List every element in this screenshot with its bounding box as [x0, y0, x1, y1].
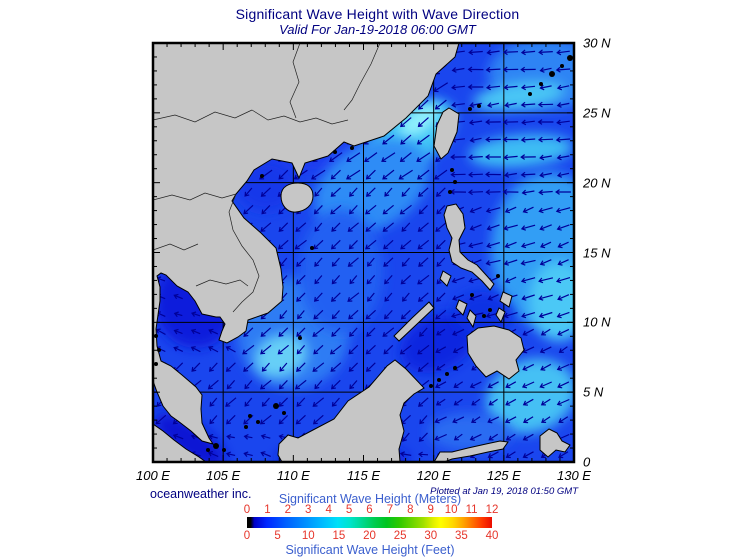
- meter-tick-3: 3: [305, 504, 312, 516]
- legend-feet-title: Significant Wave Height (Feet): [285, 543, 455, 557]
- feet-tick-35: 35: [454, 530, 468, 542]
- feet-tick-5: 5: [274, 530, 281, 542]
- meter-tick-0: 0: [243, 504, 251, 516]
- legend-colorbar: [247, 517, 492, 528]
- lon-label-1: 105 E: [206, 468, 241, 483]
- feet-tick-20: 20: [363, 530, 376, 542]
- lat-label-6: 0: [583, 454, 591, 470]
- credit-text: oceanweather inc.: [150, 487, 252, 501]
- legend-meters-title: Significant Wave Height (Meters): [278, 492, 462, 506]
- lon-label-0: 100 E: [136, 468, 170, 483]
- chart-subtitle: Valid For Jan-19-2018 06:00 GMT: [279, 22, 476, 37]
- lon-label-4: 120 E: [416, 468, 451, 483]
- meter-tick-9: 9: [427, 504, 434, 516]
- lon-label-6: 130 E: [557, 468, 591, 483]
- lon-label-3: 115 E: [346, 468, 381, 483]
- meter-tick-1: 1: [264, 504, 271, 516]
- feet-tick-25: 25: [393, 530, 407, 542]
- feet-tick-30: 30: [424, 530, 438, 542]
- lat-label-2: 20 N: [583, 175, 611, 191]
- lat-label-3: 15 N: [583, 245, 611, 260]
- meter-tick-5: 5: [345, 504, 353, 516]
- lon-label-2: 110 E: [276, 468, 310, 483]
- meter-tick-8: 8: [407, 504, 414, 516]
- meter-tick-4: 4: [325, 504, 332, 516]
- meter-tick-6: 6: [366, 504, 373, 516]
- lat-label-4: 10 N: [583, 314, 611, 330]
- lat-label-0: 30 N: [583, 35, 611, 51]
- feet-tick-15: 15: [332, 530, 346, 542]
- chart-title: Significant Wave Height with Wave Direct…: [235, 6, 520, 22]
- meter-tick-11: 11: [465, 504, 478, 516]
- lat-label-1: 25 N: [583, 105, 611, 121]
- meter-tick-7: 7: [386, 504, 394, 516]
- feet-tick-10: 10: [301, 530, 315, 542]
- meter-tick-10: 10: [444, 504, 458, 516]
- feet-tick-0: 0: [243, 530, 251, 542]
- meter-tick-2: 2: [284, 504, 292, 516]
- plotted-at-text: Plotted at Jan 19, 2018 01:50 GMT: [430, 486, 578, 497]
- feet-tick-40: 40: [485, 530, 499, 542]
- meter-tick-12: 12: [485, 504, 499, 516]
- lat-label-5: 5 N: [583, 384, 604, 400]
- lon-label-5: 125 E: [486, 468, 521, 483]
